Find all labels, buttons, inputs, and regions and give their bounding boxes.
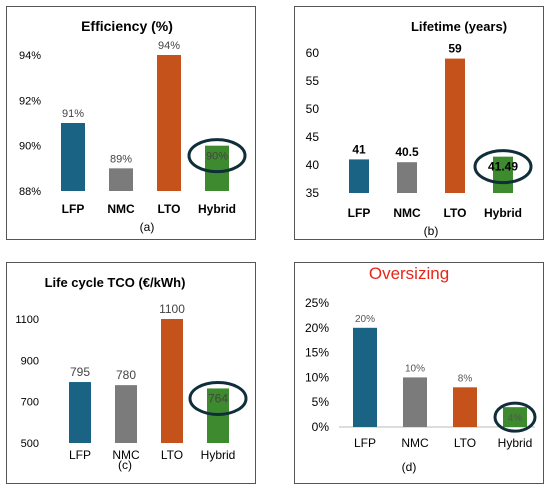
chart-title: Life cycle TCO (€/kWh) bbox=[45, 275, 186, 290]
y-tick-label: 500 bbox=[21, 438, 39, 450]
x-tick-label: NMC bbox=[401, 436, 429, 450]
highlight-circle bbox=[188, 380, 248, 416]
chart-tco: Life cycle TCO (€/kWh) 500 700 900 1100 795 LF… bbox=[15, 275, 248, 472]
chart-title: Oversizing bbox=[369, 264, 449, 283]
bar-hybrid bbox=[205, 145, 229, 191]
bar-nmc bbox=[403, 377, 427, 427]
x-tick-label: LFP bbox=[354, 436, 376, 450]
data-label-nmc: 89% bbox=[110, 153, 132, 165]
data-label-nmc: 780 bbox=[116, 368, 136, 382]
x-tick-label: LFP bbox=[69, 448, 91, 462]
panel-lifetime: Lifetime (years) 35 40 45 50 55 60 41 LFP 40.5 NMC… bbox=[294, 6, 544, 240]
data-label-lfp: 41 bbox=[352, 142, 366, 156]
y-tick-label: 45 bbox=[306, 130, 320, 144]
x-tick-label: LTO bbox=[158, 202, 181, 216]
data-label-nmc: 40.5 bbox=[395, 145, 419, 159]
chart-lifetime: Lifetime (years) 35 40 45 50 55 60 41 LFP 40.5 NMC… bbox=[306, 19, 533, 238]
data-label-lto: 59 bbox=[448, 42, 462, 56]
highlight-circle bbox=[473, 149, 533, 185]
data-label-hybrid: 764 bbox=[208, 391, 228, 405]
bar-lfp bbox=[69, 382, 91, 443]
x-tick-label: LTO bbox=[454, 436, 476, 450]
y-tick-label: 55 bbox=[306, 74, 320, 88]
bar-lto bbox=[453, 387, 477, 427]
data-label-lto: 1100 bbox=[159, 302, 185, 316]
x-tick-label: NMC bbox=[112, 448, 140, 462]
x-tick-label: LFP bbox=[62, 202, 85, 216]
bar-lto bbox=[161, 319, 183, 443]
bar-lto bbox=[445, 58, 465, 193]
data-label-nmc: 10% bbox=[405, 363, 425, 374]
y-tick-label: 5% bbox=[312, 395, 330, 409]
chart-caption: (a) bbox=[140, 220, 155, 234]
bar-lto bbox=[157, 55, 181, 191]
y-tick-label: 35 bbox=[306, 186, 320, 200]
x-tick-label: Hybrid bbox=[484, 206, 522, 220]
x-tick-label: LTO bbox=[161, 448, 183, 462]
x-tick-label: NMC bbox=[393, 206, 421, 220]
data-label-lfp: 91% bbox=[62, 108, 84, 120]
x-tick-label: Hybrid bbox=[201, 448, 236, 462]
bar-nmc bbox=[109, 168, 133, 191]
chart-title: Lifetime (years) bbox=[411, 19, 507, 34]
data-label-lfp: 795 bbox=[70, 365, 90, 379]
y-tick-label: 0% bbox=[312, 420, 330, 434]
data-label-hybrid: 90% bbox=[206, 151, 228, 163]
chart-oversizing: Oversizing 0% 5% 10% 15% 20% 25% 20% LFP 10% NMC 8%… bbox=[305, 264, 537, 474]
chart-efficiency: Efficiency (%) 88% 90% 92% 94% 91% LFP 89% NMC 94… bbox=[19, 18, 247, 234]
chart-caption: (b) bbox=[424, 224, 439, 238]
highlight-circle bbox=[493, 401, 537, 433]
panel-tco: Life cycle TCO (€/kWh) 500 700 900 1100 795 LF… bbox=[6, 262, 256, 484]
x-tick-label: NMC bbox=[107, 202, 135, 216]
y-tick-label: 15% bbox=[305, 346, 329, 360]
highlight-circle bbox=[187, 138, 247, 174]
panel-efficiency: Efficiency (%) 88% 90% 92% 94% 91% LFP 89% NMC 94… bbox=[6, 6, 256, 240]
x-tick-label: Hybrid bbox=[498, 436, 533, 450]
y-tick-label: 88% bbox=[19, 186, 41, 198]
y-tick-label: 60 bbox=[306, 46, 320, 60]
y-tick-label: 10% bbox=[305, 370, 329, 384]
y-tick-label: 50 bbox=[306, 102, 320, 116]
y-tick-label: 92% bbox=[19, 95, 41, 107]
bar-nmc bbox=[397, 162, 417, 193]
panel-oversizing: Oversizing 0% 5% 10% 15% 20% 25% 20% LFP 10% NMC 8%… bbox=[294, 262, 544, 484]
bar-hybrid bbox=[503, 407, 527, 427]
y-tick-label: 90% bbox=[19, 141, 41, 153]
y-tick-label: 700 bbox=[21, 397, 39, 409]
y-tick-label: 20% bbox=[305, 321, 329, 335]
x-tick-label: Hybrid bbox=[198, 202, 236, 216]
chart-caption: (d) bbox=[402, 460, 417, 474]
chart-caption: (c) bbox=[118, 458, 132, 472]
chart-title: Efficiency (%) bbox=[81, 18, 173, 34]
bar-lfp bbox=[353, 327, 377, 427]
y-tick-label: 40 bbox=[306, 158, 320, 172]
bar-nmc bbox=[115, 385, 137, 443]
x-tick-label: LTO bbox=[444, 206, 467, 220]
y-tick-label: 94% bbox=[19, 50, 41, 62]
y-tick-label: 1100 bbox=[15, 314, 39, 326]
data-label-lto: 94% bbox=[158, 40, 180, 52]
data-label-hybrid: 41.49 bbox=[488, 160, 518, 174]
bar-lfp bbox=[349, 159, 369, 193]
data-label-hybrid: 4% bbox=[508, 413, 523, 424]
data-label-lfp: 20% bbox=[355, 314, 375, 325]
bar-lfp bbox=[61, 123, 85, 191]
y-tick-label: 25% bbox=[305, 296, 329, 310]
data-label-lto: 8% bbox=[458, 373, 473, 384]
x-tick-label: LFP bbox=[348, 206, 371, 220]
y-tick-label: 900 bbox=[21, 355, 39, 367]
